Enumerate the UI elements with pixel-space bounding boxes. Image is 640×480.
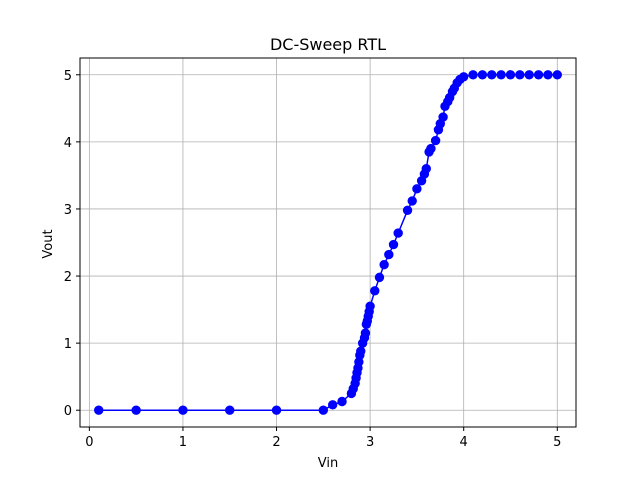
x-tick-label: 1 (179, 435, 187, 450)
axes: 0 1 2 3 4 5 0 1 2 3 4 5 (64, 57, 577, 450)
data-point (384, 249, 394, 260)
x-tick-label: 3 (366, 435, 374, 450)
data-point (421, 164, 431, 174)
y-tick-label: 3 (64, 203, 72, 218)
data-point (131, 405, 141, 415)
y-tick-label: 5 (64, 69, 72, 84)
y-tick-label: 4 (64, 136, 72, 151)
data-point (533, 70, 544, 80)
data-point (318, 405, 329, 415)
data-point (426, 143, 436, 154)
data-point (496, 70, 506, 80)
y-tick-label: 1 (64, 337, 72, 352)
data-point (374, 272, 385, 283)
data-point (412, 184, 422, 194)
data-point (365, 301, 375, 311)
data-point (524, 70, 534, 80)
grid (80, 58, 576, 427)
x-tick-label: 2 (272, 435, 280, 450)
x-axis-label: Vin (318, 456, 338, 471)
data-point (477, 70, 488, 80)
data-point (225, 405, 235, 415)
data-point (515, 70, 525, 80)
data-point (458, 72, 469, 82)
data-point (552, 70, 562, 80)
y-axis-label: Vout (41, 229, 56, 258)
data-point (178, 405, 188, 415)
data-point (407, 196, 417, 206)
data-point (402, 205, 413, 215)
x-tick-label: 5 (553, 435, 561, 450)
data-point (94, 405, 104, 415)
data-point (388, 239, 399, 250)
y-tick-label: 0 (64, 404, 72, 419)
x-tick-label: 0 (85, 435, 93, 450)
data-point (370, 286, 380, 296)
data-point (379, 259, 389, 270)
data-point (505, 70, 516, 80)
data-point (468, 70, 478, 80)
x-tick-label: 4 (460, 435, 468, 450)
chart-title: DC-Sweep RTL (270, 35, 386, 54)
y-tick-label: 2 (64, 270, 72, 285)
data-point (487, 70, 497, 80)
data-point (360, 328, 371, 338)
data-point (393, 228, 403, 238)
data-point (337, 396, 347, 407)
data-point (543, 70, 553, 80)
series-line (94, 70, 562, 415)
data-point (327, 400, 338, 410)
data-point (356, 346, 366, 356)
data-point (430, 135, 441, 146)
plot-frame (79, 57, 577, 428)
series-path (98, 74, 558, 411)
data-point (438, 112, 448, 122)
data-point (271, 405, 282, 415)
